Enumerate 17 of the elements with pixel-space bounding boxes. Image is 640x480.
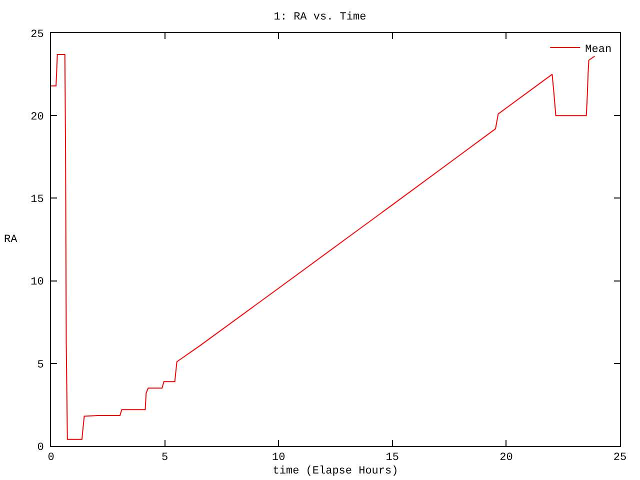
- legend-label: Mean: [585, 44, 612, 56]
- y-tick-label: 0: [37, 442, 44, 454]
- x-tick-label: 15: [386, 452, 399, 464]
- x-tick-label: 20: [500, 452, 513, 464]
- y-tick-label: 5: [37, 359, 44, 372]
- y-tick-label: 15: [30, 194, 44, 206]
- x-tick-label: 25: [613, 452, 627, 464]
- y-tick-label: 10: [30, 276, 44, 289]
- x-tick-label: 10: [272, 452, 286, 464]
- x-tick-label: 0: [48, 452, 54, 464]
- chart-title: 1: RA vs. Time: [274, 12, 366, 24]
- line-series: [51, 54, 596, 440]
- y-tick-label: 20: [30, 111, 44, 124]
- y-tick-label: 25: [30, 28, 44, 41]
- x-tick-label: 5: [161, 452, 168, 464]
- x-axis-title: time (Elapse Hours): [272, 465, 398, 478]
- y-axis-title: RA: [4, 234, 18, 246]
